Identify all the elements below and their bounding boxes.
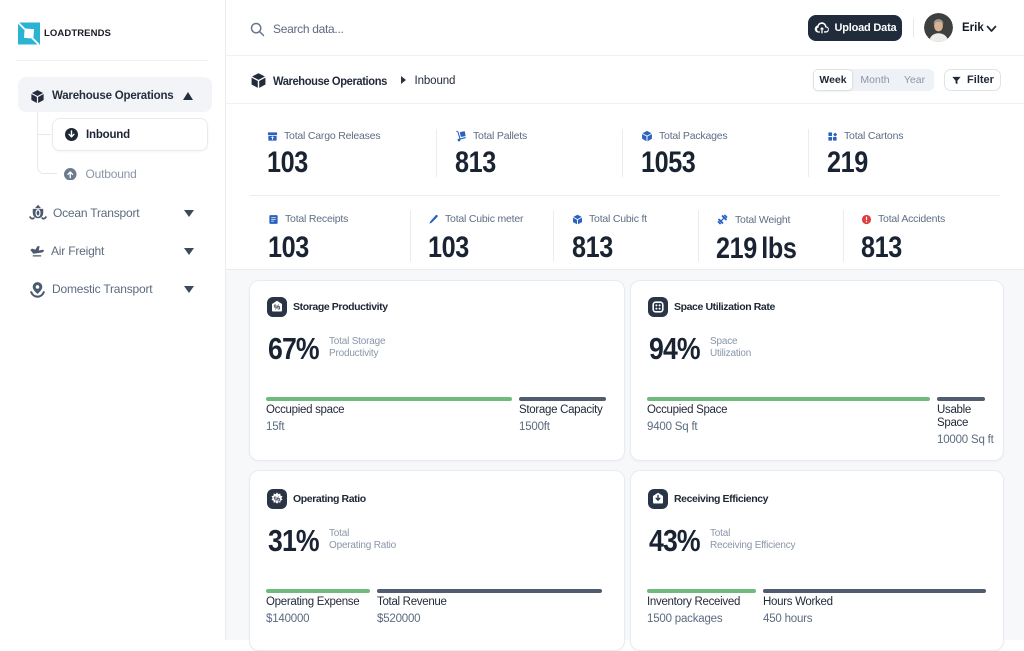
svg-text:%: %	[274, 303, 281, 312]
svg-text:%: %	[274, 495, 281, 504]
